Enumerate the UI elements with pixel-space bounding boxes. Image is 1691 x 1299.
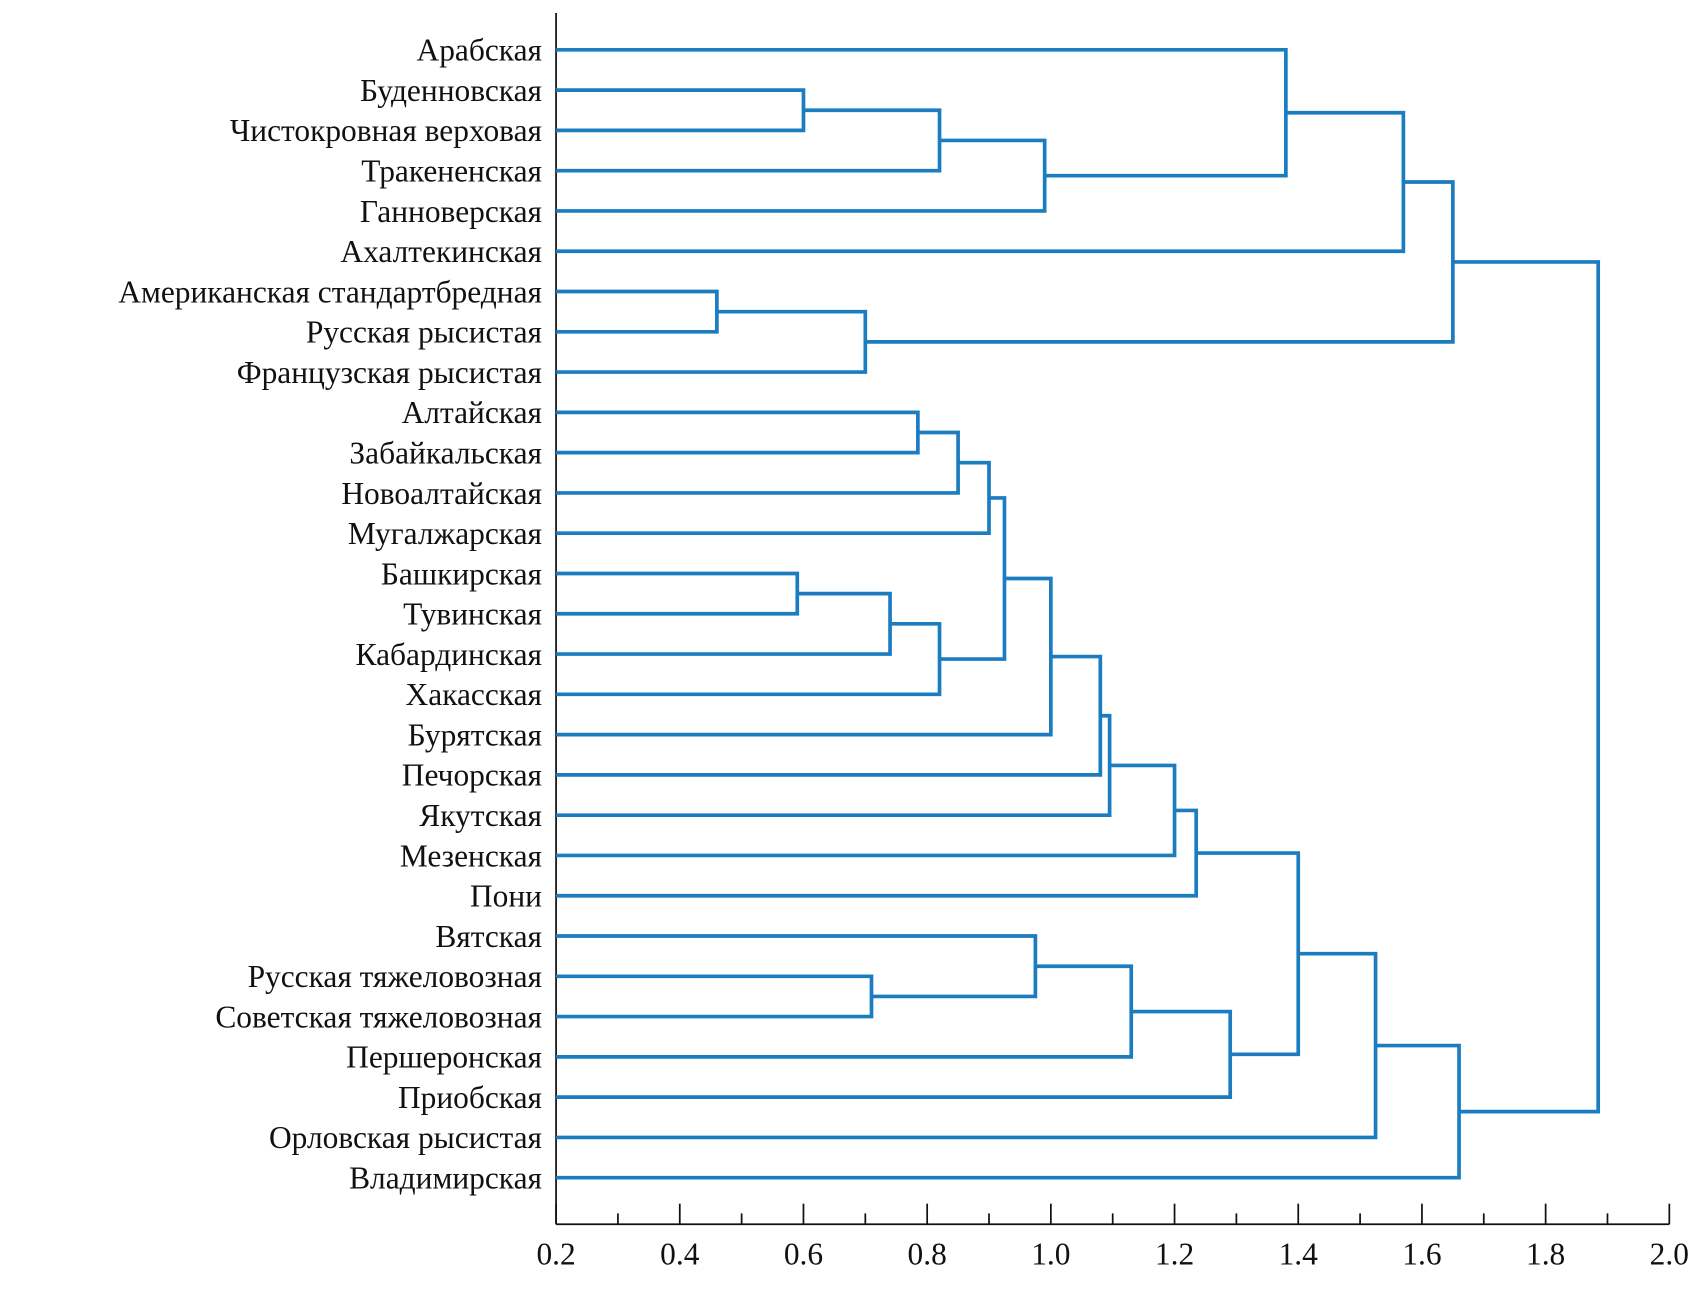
x-tick-label: 1.8 [1526, 1236, 1565, 1271]
leaf-label: Башкирская [381, 556, 542, 591]
leaf-label: Бурятская [408, 717, 542, 752]
leaf-label: Новоалтайская [341, 476, 542, 511]
dendrogram-link [556, 934, 1038, 999]
leaf-label: Владимирская [349, 1161, 542, 1196]
dendrogram-link [556, 763, 1177, 858]
dendrogram-link [556, 108, 942, 173]
dendrogram-link [865, 180, 1455, 344]
x-axis: 0.2 0.4 0.6 0.8 1.0 1.2 1.4 1.6 1.8 2.0 [536, 13, 1689, 1271]
dendrogram-link [556, 974, 874, 1019]
leaf-label: Вятская [435, 919, 542, 954]
leaf-label: Чистокровная верховая [230, 113, 542, 148]
leaf-label: Мезенская [400, 838, 542, 873]
leaf-label: Французская рысистая [237, 355, 542, 390]
leaf-label: Тувинская [403, 597, 542, 632]
dendrogram-link [556, 571, 800, 616]
dendrogram-link [556, 289, 719, 334]
leaf-label: Мугалжарская [348, 516, 542, 551]
leaf-label: Забайкальская [349, 435, 542, 470]
x-tick-label: 0.6 [784, 1236, 823, 1271]
dendrogram-link [556, 1043, 1461, 1180]
dendrogram-link [556, 576, 1053, 737]
leaf-label: Алтайская [402, 395, 542, 430]
dendrogram-link [556, 47, 1288, 178]
dendrogram-link [556, 430, 960, 495]
dendrogram-link [556, 591, 892, 656]
dendrogram-link [556, 964, 1134, 1059]
leaf-label: Першеронская [346, 1040, 542, 1075]
leaf-label: Печорская [402, 758, 542, 793]
leaf-label: Буденновская [360, 73, 542, 108]
dendrogram-link [556, 713, 1112, 818]
x-tick-label: 1.4 [1279, 1236, 1319, 1271]
dendrogram-link [1196, 851, 1301, 1057]
dendrogram-link [939, 496, 1007, 661]
dendrogram-link [556, 951, 1378, 1140]
dendrogram-link [556, 808, 1199, 898]
x-tick-label: 0.2 [536, 1236, 575, 1271]
x-tick-label: 2.0 [1650, 1236, 1689, 1271]
dendrogram-link [556, 88, 806, 133]
leaf-label: Орловская рысистая [269, 1120, 542, 1155]
dendrogram-link [556, 110, 1406, 254]
x-tick-label: 0.8 [908, 1236, 947, 1271]
x-tick-label: 1.0 [1031, 1236, 1070, 1271]
leaf-label: Американская стандартбредная [118, 274, 542, 309]
leaf-label: Якутская [419, 798, 542, 833]
leaf-label: Ганноверская [360, 194, 542, 229]
dendrogram-link [556, 654, 1103, 777]
leaf-labels: Арабская Буденновская Чистокровная верхова… [118, 33, 542, 1196]
leaf-label: Арабская [417, 33, 542, 68]
leaf-label: Ахалтекинская [340, 234, 542, 269]
x-tick-label: 1.6 [1402, 1236, 1441, 1271]
leaf-label: Хакасская [406, 677, 542, 712]
leaf-label: Пони [470, 879, 542, 914]
leaf-label: Русская рысистая [306, 315, 542, 350]
leaf-label: Тракененская [361, 154, 542, 189]
dendrogram-links [556, 47, 1601, 1180]
x-tick-label: 0.4 [660, 1236, 700, 1271]
dendrogram-link [556, 460, 991, 536]
dendrogram-link [556, 138, 1047, 213]
x-tick-label: 1.2 [1155, 1236, 1194, 1271]
leaf-label: Советская тяжеловозная [215, 999, 542, 1034]
dendrogram-link [556, 1009, 1233, 1099]
leaf-label: Кабардинская [356, 637, 542, 672]
dendrogram-link [556, 410, 920, 455]
dendrogram-link [1452, 260, 1601, 1114]
dendrogram-link [556, 309, 868, 374]
dendrogram-link [556, 621, 942, 697]
leaf-label: Русская тяжеловозная [248, 959, 542, 994]
leaf-label: Приобская [398, 1080, 542, 1115]
